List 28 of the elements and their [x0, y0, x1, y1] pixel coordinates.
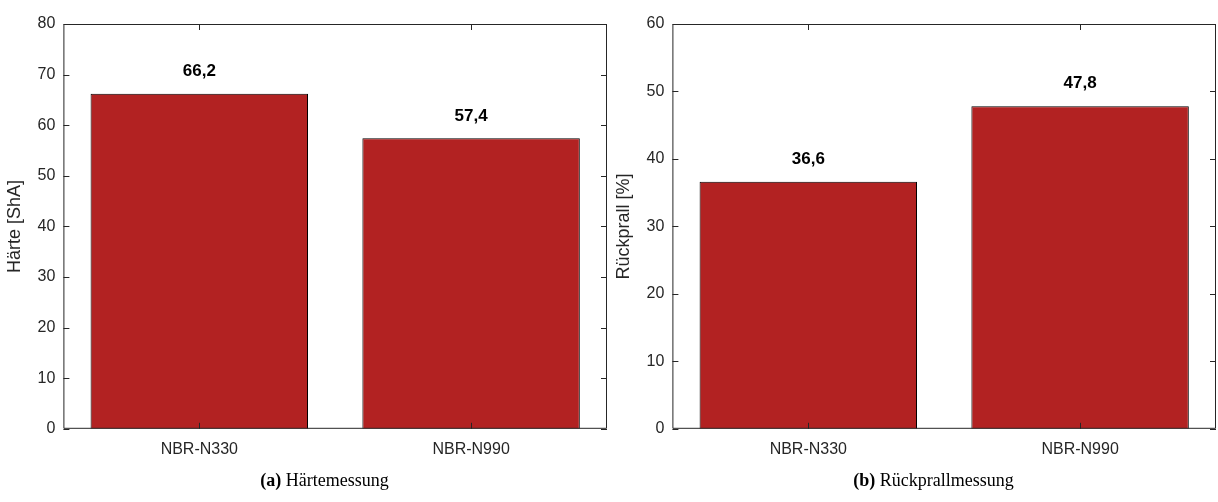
- y-tick-label: 20: [646, 284, 665, 302]
- y-tick-label: 80: [37, 14, 56, 32]
- y-tick-label: 50: [646, 81, 665, 99]
- y-tick-label: 30: [37, 267, 56, 285]
- y-tick-label: 50: [37, 166, 56, 184]
- y-tick-label: 10: [37, 368, 56, 386]
- x-tick-label: NBR-N330: [160, 439, 239, 457]
- y-tick-label: 0: [655, 419, 665, 437]
- y-tick-label: 30: [646, 216, 665, 234]
- x-tick-label: NBR-N330: [769, 439, 848, 457]
- data-label: 57,4: [454, 105, 489, 125]
- y-axis-title: Rückprall [%]: [612, 173, 633, 280]
- data-label: 36,6: [791, 149, 825, 169]
- text: (a) Härtemessung: [259, 470, 390, 491]
- y-tick-label: 40: [646, 149, 665, 167]
- data-label: 66,2: [182, 61, 216, 81]
- y-tick-label: 40: [37, 216, 56, 234]
- text: (b) Rückprallmessung: [852, 470, 1015, 491]
- y-tick-label: 10: [646, 351, 665, 369]
- y-tick-label: 60: [646, 14, 665, 32]
- y-axis-title: Härte [ShA]: [3, 179, 24, 273]
- x-tick-label: NBR-N990: [1041, 439, 1119, 457]
- x-tick-label: NBR-N990: [432, 439, 510, 457]
- y-tick-label: 20: [37, 318, 56, 336]
- y-tick-label: 70: [37, 65, 56, 83]
- y-tick-label: 60: [37, 115, 56, 133]
- data-label: 47,8: [1063, 73, 1097, 93]
- y-tick-label: 0: [46, 419, 56, 437]
